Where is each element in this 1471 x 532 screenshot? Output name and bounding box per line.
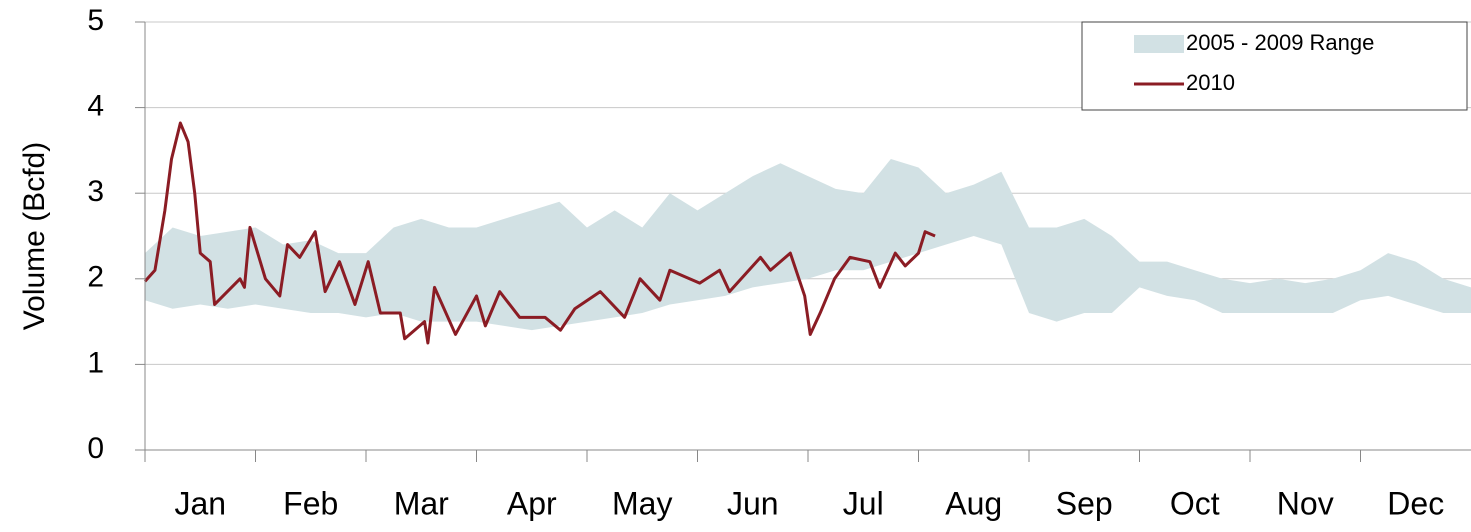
x-tick-label: Jul <box>843 485 884 521</box>
x-tick-label: Sep <box>1056 485 1113 521</box>
x-tick-label: Nov <box>1277 485 1334 521</box>
y-axis-label: Volume (Bcfd) <box>18 142 51 330</box>
legend-label: 2010 <box>1186 70 1235 95</box>
x-tick-label: Feb <box>283 485 338 521</box>
x-tick-label: Dec <box>1387 485 1444 521</box>
y-tick-label: 1 <box>87 346 104 379</box>
x-tick-label: Apr <box>507 485 557 521</box>
x-tick-label: Oct <box>1170 485 1220 521</box>
legend-label: 2005 - 2009 Range <box>1186 30 1374 55</box>
x-tick-label: Aug <box>945 485 1002 521</box>
y-tick-label: 0 <box>87 432 104 465</box>
y-tick-label: 3 <box>87 175 104 208</box>
x-tick-label: May <box>612 485 672 521</box>
range-band <box>145 158 1471 331</box>
y-tick-label: 5 <box>87 4 104 37</box>
legend-swatch <box>1134 35 1184 53</box>
x-tick-label: Jun <box>727 485 779 521</box>
y-tick-label: 4 <box>87 90 104 123</box>
x-tick-label: Mar <box>394 485 449 521</box>
x-tick-label: Jan <box>174 485 226 521</box>
y-tick-label: 2 <box>87 261 104 294</box>
line <box>143 121 936 345</box>
